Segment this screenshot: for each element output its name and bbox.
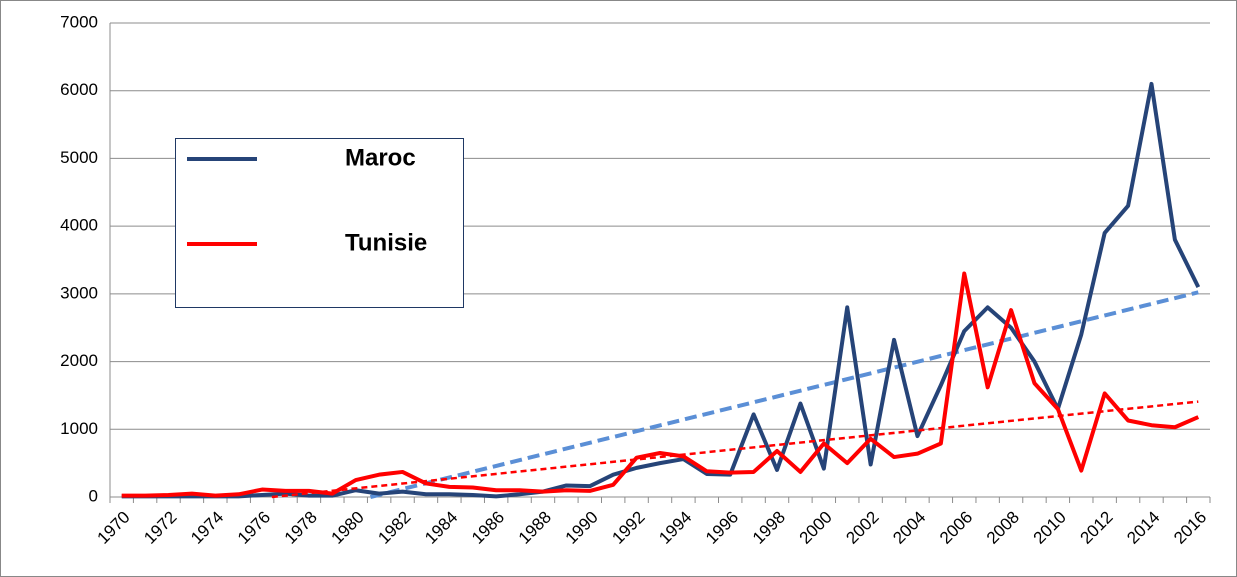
y-tick-label: 6000 [60,80,98,99]
legend-box [175,138,464,308]
trend-line [369,290,1199,499]
y-tick-label: 5000 [60,148,98,167]
y-tick-label: 2000 [60,351,98,370]
y-tick-label: 4000 [60,216,98,235]
legend-label: Tunisie [345,229,427,256]
y-tick-label: 3000 [60,283,98,302]
series-line [121,271,1200,498]
y-tick-label: 1000 [60,419,98,438]
y-tick-label: 7000 [60,12,98,31]
trend-line [271,400,1199,499]
legend-label: Maroc [345,144,416,171]
y-tick-label: 0 [89,486,98,505]
